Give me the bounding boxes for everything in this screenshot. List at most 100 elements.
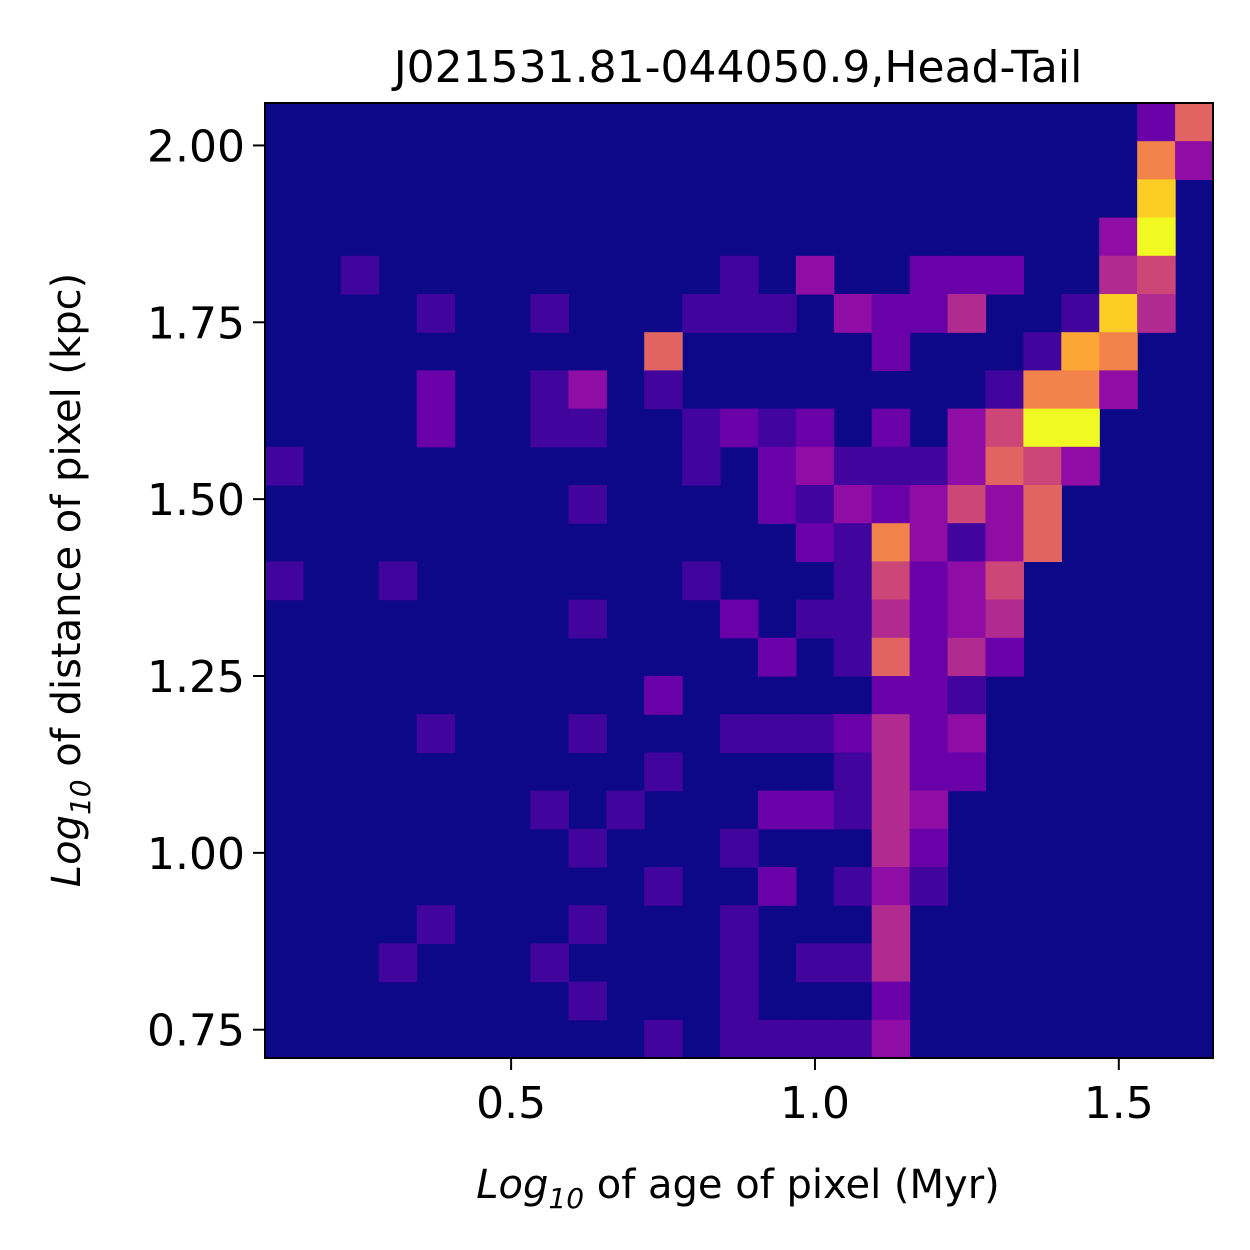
heatmap-cell — [871, 943, 911, 983]
heatmap-cell — [947, 408, 987, 448]
heatmap-cell — [720, 294, 759, 333]
heatmap-cell — [871, 828, 911, 868]
heatmap-cell — [416, 905, 456, 944]
heatmap-cell — [720, 599, 759, 639]
heatmap-cell — [1099, 332, 1138, 371]
heatmap-cell — [909, 828, 949, 868]
heatmap-cell — [644, 752, 683, 792]
heatmap-cell — [909, 523, 949, 562]
heatmap-cell — [909, 446, 949, 486]
heatmap-cell — [985, 370, 1024, 410]
heatmap-cell — [871, 752, 911, 792]
heatmap-cell — [871, 637, 911, 677]
heatmap-cell — [568, 408, 607, 448]
heatmap-cell — [871, 561, 911, 601]
heatmap-cell — [757, 790, 797, 830]
heatmap-cell — [416, 714, 456, 753]
y-tick-label: 2.00 — [147, 121, 245, 172]
heatmap-cell — [568, 714, 607, 753]
heatmap-cells — [265, 103, 1214, 1059]
heatmap-cell — [871, 981, 911, 1021]
heatmap-cell — [833, 294, 873, 333]
heatmap-cell — [1023, 446, 1062, 486]
y-tick-label: 1.25 — [147, 652, 245, 703]
heatmap-cell — [757, 867, 797, 906]
heatmap-cell — [644, 332, 683, 371]
heatmap-cell — [909, 485, 949, 524]
heatmap-cell — [720, 1019, 759, 1059]
heatmap-cell — [871, 332, 911, 371]
heatmap-cell — [1061, 294, 1100, 333]
heatmap-cell — [757, 294, 797, 333]
heatmap-cell — [416, 408, 456, 448]
x-axis-title: Log10 of age of pixel (Myr) — [476, 1162, 1000, 1215]
heatmap-cell — [1137, 217, 1176, 257]
heatmap-cell — [795, 485, 835, 524]
heatmap-cell — [795, 1019, 835, 1059]
heatmap-cell — [1023, 523, 1062, 562]
heatmap-cell — [833, 561, 873, 601]
heatmap-cell — [378, 943, 418, 983]
heatmap-cell — [909, 714, 949, 753]
heatmap-cell — [795, 446, 835, 486]
heatmap-cell — [795, 408, 835, 448]
y-axis: 0.75 1.00 1.25 1.50 1.75 2.00 — [147, 121, 265, 1057]
heatmap-cell — [871, 523, 911, 562]
heatmap-cell — [985, 523, 1024, 562]
heatmap-cell — [1023, 332, 1062, 371]
heatmap-cell — [720, 943, 759, 983]
heatmap-cell — [530, 943, 569, 983]
heatmap-cell — [909, 561, 949, 601]
heatmap-cell — [795, 943, 835, 983]
heatmap-cell — [682, 561, 721, 601]
heatmap-cell — [833, 752, 873, 792]
y-axis-title: Log10 of distance of pixel (kpc) — [44, 273, 97, 887]
heatmap-cell — [947, 255, 987, 295]
heatmap-cell — [909, 867, 949, 906]
heatmap-cell — [568, 905, 607, 944]
y-tick-label: 1.75 — [147, 298, 245, 349]
heatmap-cell — [909, 294, 949, 333]
heatmap-cell — [871, 790, 911, 830]
heatmap-cell — [833, 943, 873, 983]
heatmap-cell — [644, 676, 683, 715]
heatmap-cell — [568, 370, 607, 410]
heatmap-cell — [909, 752, 949, 792]
heatmap-cell — [833, 867, 873, 906]
heatmap-cell — [530, 294, 569, 333]
heatmap-cell — [1137, 255, 1176, 295]
heatmap-cell — [265, 561, 304, 601]
heatmap-cell — [795, 790, 835, 830]
heatmap-cell — [1099, 370, 1138, 410]
heatmap-cell — [340, 255, 380, 295]
heatmap-cell — [909, 790, 949, 830]
heatmap-cell — [644, 867, 683, 906]
heatmap-cell — [530, 790, 569, 830]
heatmap-cell — [909, 255, 949, 295]
heatmap-cell — [833, 485, 873, 524]
heatmap-cell — [947, 676, 987, 715]
heatmap-cell — [757, 714, 797, 753]
heatmap-cell — [947, 637, 987, 677]
heatmap-cell — [909, 599, 949, 639]
heatmap-cell — [568, 599, 607, 639]
heatmap-cell — [833, 714, 873, 753]
heatmap-cell — [985, 561, 1024, 601]
plot-area — [264, 102, 1214, 1059]
x-tick-label: 1.0 — [780, 1078, 850, 1129]
heatmap-cell — [985, 599, 1024, 639]
heatmap-cell — [530, 370, 569, 410]
y-tick-label: 1.00 — [147, 829, 245, 880]
heatmap-cell — [871, 714, 911, 753]
heatmap-cell — [644, 1019, 683, 1059]
heatmap-cell — [720, 714, 759, 753]
heatmap-cell — [1023, 408, 1062, 448]
heatmap-cell — [833, 523, 873, 562]
heatmap-cell — [1137, 141, 1176, 180]
heatmap-cell — [1023, 485, 1062, 524]
heatmap-cell — [833, 599, 873, 639]
heatmap-cell — [795, 255, 835, 295]
heatmap-cell — [416, 370, 456, 410]
heatmap-cell — [795, 523, 835, 562]
